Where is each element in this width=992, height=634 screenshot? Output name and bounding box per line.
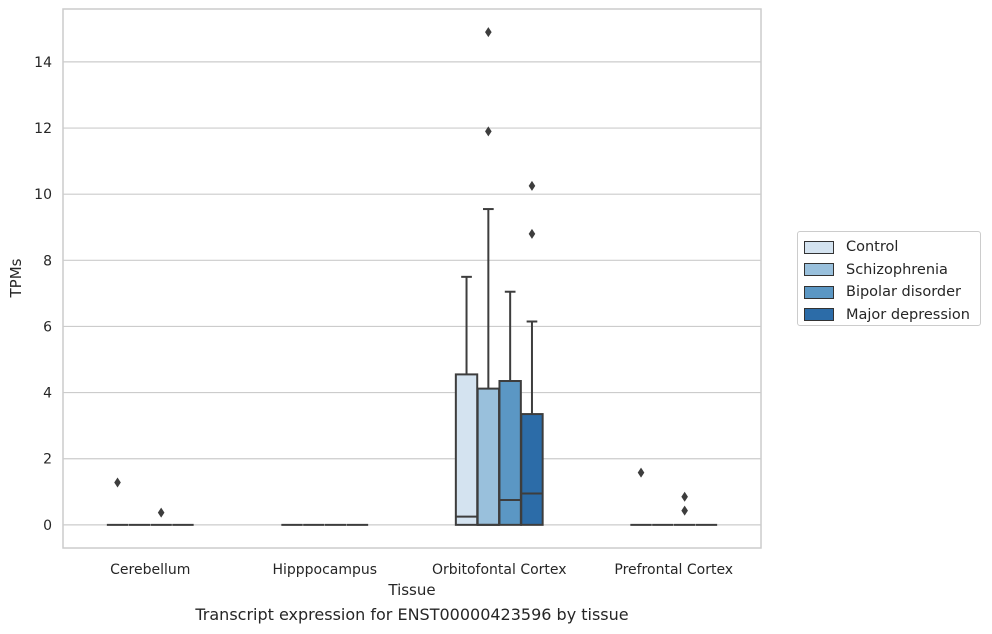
box-cerebellum-bipolar-disorder	[150, 507, 172, 526]
box-orbitofontal-cortex-schizophrenia-outlier-1	[485, 27, 492, 38]
boxes-layer	[106, 27, 718, 526]
legend-label-control: Control	[846, 239, 899, 256]
box-orbitofontal-cortex-bipolar-disorder	[498, 290, 522, 526]
y-tick-label-0: 0	[43, 518, 52, 534]
y-axis-ticks: 0 2 4 6 8 10 12 14	[34, 55, 52, 534]
box-orbitofontal-cortex-schizophrenia-iqr	[476, 387, 501, 526]
box-prefrontal-cortex-control	[630, 467, 652, 526]
legend-label-schizophrenia: Schizophrenia	[846, 261, 948, 278]
x-axis-title: Tissue	[387, 581, 435, 599]
y-tick-label-14: 14	[34, 55, 52, 71]
legend-swatch-control	[804, 240, 834, 254]
x-tick-label-hipppocampus: Hipppocampus	[272, 562, 377, 578]
y-tick-label-8: 8	[43, 253, 52, 269]
legend-item-schizophrenia: Schizophrenia	[804, 259, 980, 282]
legend-label-bipolar-disorder: Bipolar disorder	[846, 284, 961, 301]
y-tick-label-4: 4	[43, 386, 52, 402]
legend-swatch-major-depression	[804, 308, 834, 322]
box-orbitofontal-cortex-major-depression	[520, 180, 544, 526]
x-axis-ticks: Cerebellum Hipppocampus Orbitofontal Corte…	[110, 562, 733, 578]
box-orbitofontal-cortex-control-iqr	[454, 373, 479, 526]
box-prefrontal-cortex-control-outlier-0	[637, 467, 645, 478]
box-orbitofontal-cortex-major-depression-outlier-0	[528, 228, 536, 239]
y-tick-label-6: 6	[43, 319, 52, 335]
x-tick-label-orbitofontal-cortex: Orbitofontal Cortex	[432, 562, 567, 578]
y-tick-label-10: 10	[34, 187, 52, 203]
box-cerebellum-control-outlier-0	[114, 477, 121, 488]
legend-item-bipolar-disorder: Bipolar disorder	[804, 281, 980, 304]
x-tick-label-cerebellum: Cerebellum	[110, 562, 190, 578]
legend: Control Schizophrenia Bipolar disorder M…	[797, 231, 981, 326]
chart-caption: Transcript expression for ENST0000042359…	[195, 605, 629, 624]
box-orbitofontal-cortex-major-depression-outlier-1	[528, 180, 536, 191]
x-tick-label-prefrontal-cortex: Prefrontal Cortex	[614, 562, 733, 578]
box-prefrontal-cortex-bipolar-disorder-outlier-0	[681, 491, 688, 502]
box-cerebellum-control	[106, 477, 129, 526]
legend-item-control: Control	[804, 236, 980, 259]
legend-label-major-depression: Major depression	[846, 306, 970, 323]
y-tick-label-12: 12	[34, 121, 52, 137]
legend-swatch-schizophrenia	[804, 263, 834, 277]
legend-swatch-bipolar-disorder	[804, 285, 834, 299]
y-tick-label-2: 2	[43, 452, 52, 468]
box-orbitofontal-cortex-bipolar-disorder-iqr	[498, 380, 522, 526]
legend-item-major-depression: Major depression	[804, 304, 980, 327]
box-orbitofontal-cortex-schizophrenia-outlier-0	[485, 126, 492, 137]
y-axis-title: TPMs	[7, 258, 25, 298]
box-cerebellum-bipolar-disorder-outlier-0	[157, 507, 165, 518]
box-prefrontal-cortex-bipolar-disorder	[673, 491, 696, 526]
plot-area	[62, 8, 762, 549]
box-orbitofontal-cortex-major-depression-iqr	[520, 413, 544, 526]
box-prefrontal-cortex-bipolar-disorder-outlier-1	[681, 505, 688, 516]
